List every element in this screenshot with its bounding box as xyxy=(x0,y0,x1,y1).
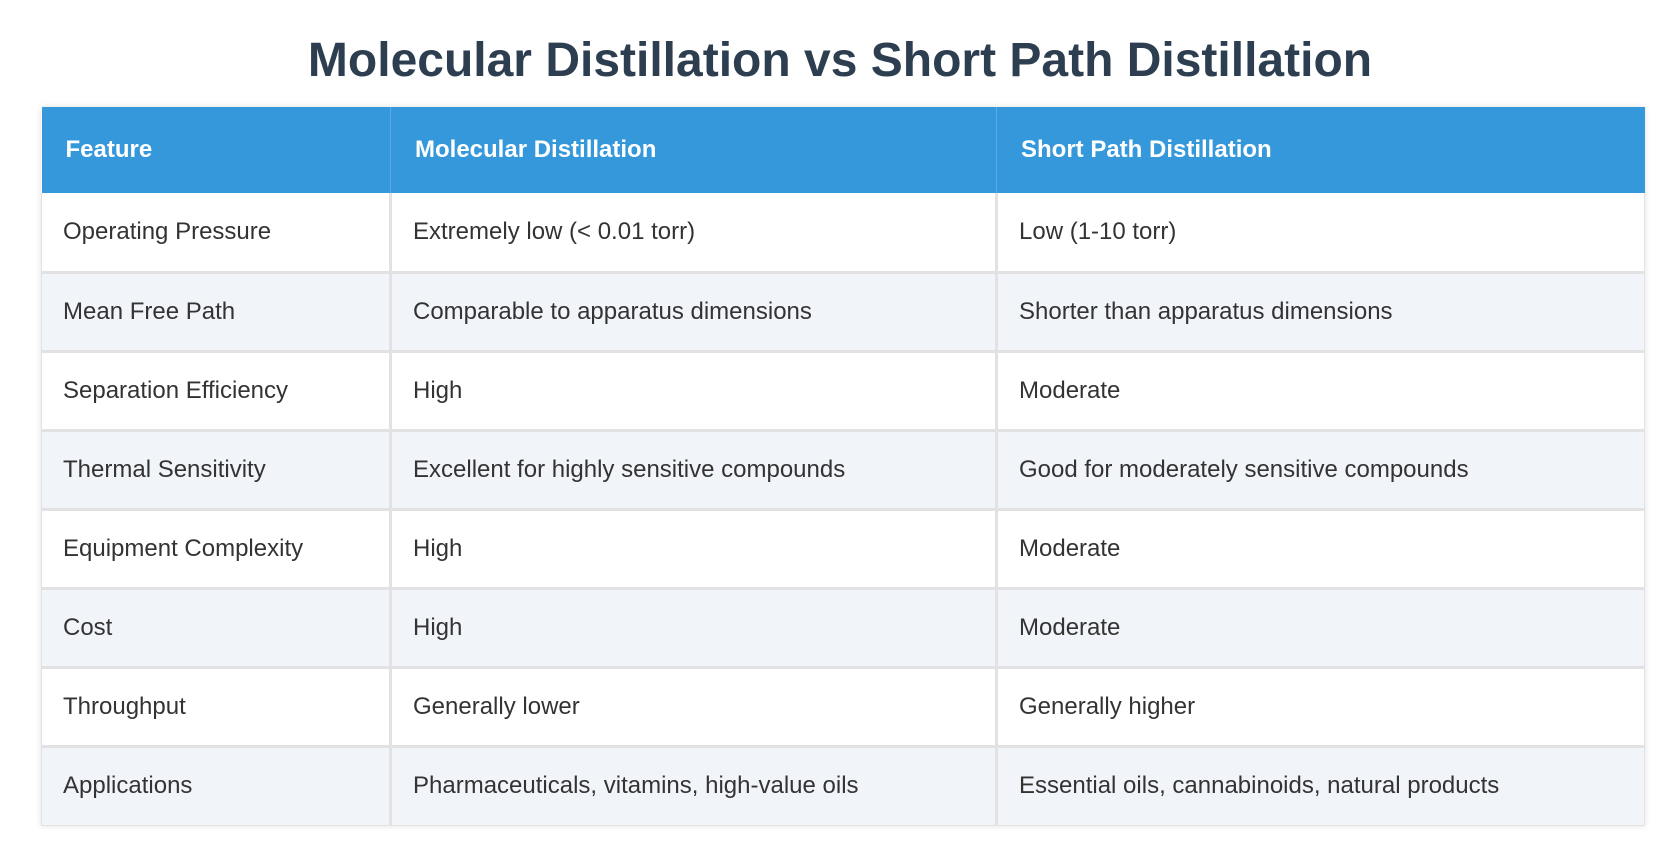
feature-cell: Separation Efficiency xyxy=(41,351,392,432)
header-short-path-distillation: Short Path Distillation xyxy=(996,107,1645,193)
molecular-cell: Comparable to apparatus dimensions xyxy=(389,272,998,353)
feature-cell: Equipment Complexity xyxy=(41,509,392,590)
header-row: Feature Molecular Distillation Short Pat… xyxy=(41,107,1645,193)
table-header: Feature Molecular Distillation Short Pat… xyxy=(41,107,1645,193)
table-row: Mean Free Path Comparable to apparatus d… xyxy=(41,272,1645,353)
short-path-cell: Generally higher xyxy=(995,667,1645,748)
molecular-cell: High xyxy=(389,351,998,432)
short-path-cell: Moderate xyxy=(995,509,1645,590)
header-molecular-distillation: Molecular Distillation xyxy=(390,107,997,193)
feature-cell: Mean Free Path xyxy=(41,272,392,353)
molecular-cell: Generally lower xyxy=(389,667,998,748)
table-row: Equipment Complexity High Moderate xyxy=(41,509,1645,590)
feature-cell: Cost xyxy=(41,588,392,669)
short-path-cell: Shorter than apparatus dimensions xyxy=(995,272,1645,353)
molecular-cell: Pharmaceuticals, vitamins, high-value oi… xyxy=(389,746,998,826)
molecular-cell: Excellent for highly sensitive compounds xyxy=(389,430,998,511)
table-row: Operating Pressure Extremely low (< 0.01… xyxy=(41,193,1645,274)
molecular-cell: High xyxy=(389,509,998,590)
short-path-cell: Good for moderately sensitive compounds xyxy=(995,430,1645,511)
short-path-cell: Moderate xyxy=(995,351,1645,432)
short-path-cell: Moderate xyxy=(995,588,1645,669)
page-title: Molecular Distillation vs Short Path Dis… xyxy=(307,34,1373,87)
molecular-cell: High xyxy=(389,588,998,669)
table-row: Separation Efficiency High Moderate xyxy=(41,351,1645,432)
table-body: Operating Pressure Extremely low (< 0.01… xyxy=(41,193,1645,826)
comparison-table: Feature Molecular Distillation Short Pat… xyxy=(41,107,1645,826)
header-feature: Feature xyxy=(41,107,391,193)
molecular-cell: Extremely low (< 0.01 torr) xyxy=(389,193,998,274)
table-row: Thermal Sensitivity Excellent for highly… xyxy=(41,430,1645,511)
table-row: Cost High Moderate xyxy=(41,588,1645,669)
feature-cell: Throughput xyxy=(41,667,392,748)
feature-cell: Applications xyxy=(41,746,392,826)
feature-cell: Thermal Sensitivity xyxy=(41,430,392,511)
short-path-cell: Low (1-10 torr) xyxy=(995,193,1645,274)
table-row: Applications Pharmaceuticals, vitamins, … xyxy=(41,746,1645,826)
short-path-cell: Essential oils, cannabinoids, natural pr… xyxy=(995,746,1645,826)
feature-cell: Operating Pressure xyxy=(41,193,392,274)
table-row: Throughput Generally lower Generally hig… xyxy=(41,667,1645,748)
